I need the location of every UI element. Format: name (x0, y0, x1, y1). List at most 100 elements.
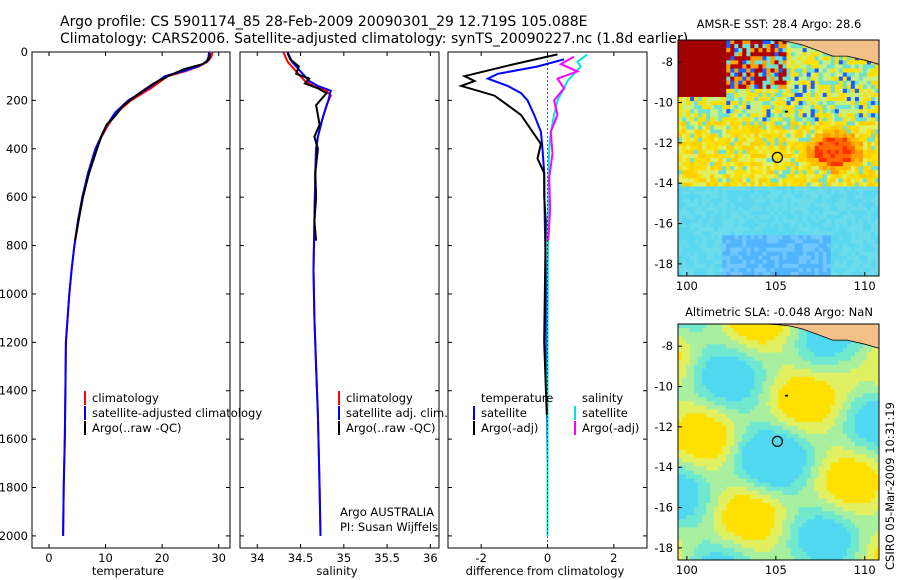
map-cell (714, 466, 719, 471)
map-cell (798, 202, 804, 208)
map-cell (722, 263, 727, 269)
map-cell (774, 56, 779, 61)
map-cell (730, 376, 735, 382)
map-cell (766, 470, 771, 475)
map-cell (738, 425, 743, 431)
map-cell (694, 174, 699, 179)
map-cell (830, 466, 836, 471)
map-cell (786, 352, 791, 357)
map-cell (738, 332, 743, 337)
map-cell (850, 194, 856, 200)
map-cell (814, 214, 820, 220)
map-cell (842, 182, 848, 187)
map-cell (862, 401, 868, 406)
map-cell (874, 174, 880, 179)
map-cell (834, 247, 840, 252)
map-cell (730, 56, 735, 61)
map-cell (766, 166, 771, 171)
map-cell (842, 368, 848, 374)
map-cell (762, 137, 767, 143)
map-cell (830, 219, 836, 224)
map-cell (846, 76, 852, 82)
map-cell (694, 393, 699, 398)
map-cell (806, 466, 812, 471)
map-cell (718, 348, 723, 353)
map-cell (702, 40, 707, 45)
map-cell (686, 458, 691, 463)
map-cell (730, 64, 735, 69)
map-cell (738, 96, 743, 102)
map-cell (726, 271, 731, 277)
map-cell (718, 117, 723, 122)
map-cell (870, 263, 876, 269)
map-cell (722, 368, 727, 374)
map-cell (814, 117, 820, 122)
map-cell (874, 231, 880, 236)
map-cell (818, 223, 824, 228)
map-cell (746, 466, 751, 471)
map-cell (698, 380, 703, 386)
map-cell (722, 227, 727, 232)
map-cell (854, 210, 860, 216)
map-cell (822, 380, 828, 386)
map-cell (802, 437, 808, 443)
map-cell (778, 88, 783, 94)
map-cell (726, 190, 731, 196)
map-cell (690, 44, 695, 49)
map-cell (786, 462, 791, 467)
map-cell (714, 376, 719, 382)
map-cell (722, 76, 727, 82)
map-cell (710, 231, 715, 236)
map-cell (726, 385, 731, 390)
map-cell (730, 446, 735, 451)
map-cell (718, 466, 723, 471)
map-cell (834, 348, 840, 353)
map-cell (786, 466, 791, 471)
map-cell (834, 401, 840, 406)
map-cell (826, 271, 832, 277)
map-cell (818, 437, 824, 443)
map-cell (682, 356, 687, 362)
map-cell (770, 364, 775, 370)
map-cell (862, 117, 868, 122)
map-cell (798, 397, 804, 402)
map-cell (862, 259, 868, 265)
map-cell (842, 401, 848, 406)
map-cell (702, 76, 707, 82)
map-cell (694, 48, 699, 53)
map-cell (818, 170, 824, 175)
map-cell (678, 340, 683, 345)
map-cell (694, 376, 699, 382)
map-cell (754, 44, 759, 49)
map-cell (742, 255, 747, 261)
map-cell (766, 117, 771, 122)
map-cell (790, 105, 795, 110)
map-cell (774, 178, 779, 183)
map-cell (774, 409, 779, 414)
map-cell (810, 174, 816, 179)
map-cell (678, 263, 683, 269)
map-cell (770, 214, 775, 220)
map-cell (758, 206, 763, 212)
map-cell (794, 340, 799, 345)
map-cell (698, 76, 703, 82)
map-cell (722, 446, 727, 451)
map-cell (782, 223, 787, 228)
map-cell (798, 429, 804, 435)
map-cell (798, 340, 804, 345)
map-cell (790, 437, 795, 443)
map-cell (778, 153, 783, 159)
map-cell (822, 446, 828, 451)
map-cell (814, 96, 820, 102)
map-cell (806, 401, 812, 406)
map-cell (786, 186, 791, 191)
map-cell (678, 360, 683, 366)
map-x-tick-label: 105 (765, 279, 787, 293)
map-cell (854, 360, 860, 366)
map-cell (870, 129, 876, 134)
map-cell (678, 437, 683, 443)
map-cell (834, 202, 840, 208)
map-cell (762, 409, 767, 414)
map-cell (766, 190, 771, 196)
map-cell (798, 235, 804, 240)
